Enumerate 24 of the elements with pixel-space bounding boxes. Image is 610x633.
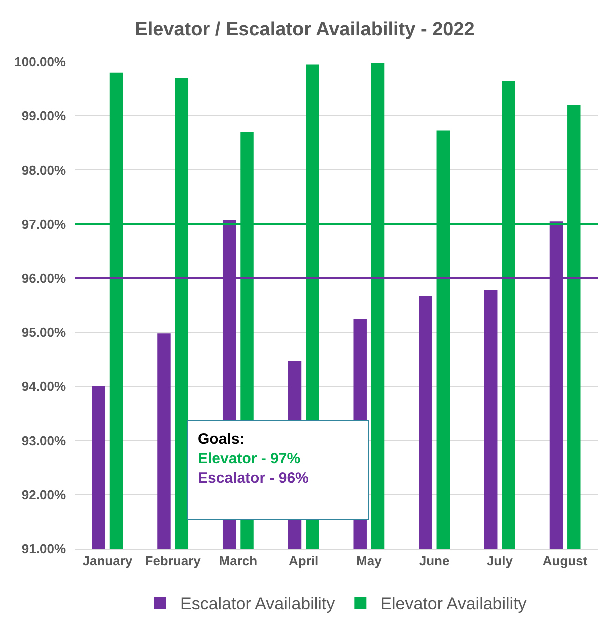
ref-line-label: Escalator - 96% [198, 470, 309, 487]
legend-label: Escalator Availability [180, 594, 336, 614]
y-tick-label: 93.00% [22, 433, 66, 448]
y-tick-label: 92.00% [22, 487, 66, 502]
y-tick-label: 96.00% [22, 270, 66, 286]
y-tick-label: 99.00% [22, 108, 66, 124]
chart-title: Elevator / Escalator Availability - 2022 [135, 19, 475, 40]
x-tick-label: March [219, 554, 258, 569]
x-tick-label: August [542, 554, 588, 569]
annotation: Goals: [198, 431, 245, 448]
x-tick-label: April [288, 554, 319, 569]
x-tick-label: May [356, 554, 383, 569]
x-tick-label: July [486, 554, 514, 569]
y-tick-label: 94.00% [22, 379, 66, 394]
y-tick-label: 91.00% [22, 542, 66, 557]
y-tick-label: 98.00% [22, 162, 66, 178]
x-tick-label: June [419, 554, 450, 569]
y-tick-label: 100.00% [14, 54, 66, 70]
y-tick-label: 97.00% [22, 216, 66, 232]
x-tick-label: February [145, 554, 202, 569]
ref-line-label: Elevator - 97% [198, 450, 301, 468]
y-tick-label: 95.00% [22, 325, 66, 340]
x-tick-label: January [82, 554, 134, 569]
legend-label: Elevator Availability [380, 594, 528, 614]
